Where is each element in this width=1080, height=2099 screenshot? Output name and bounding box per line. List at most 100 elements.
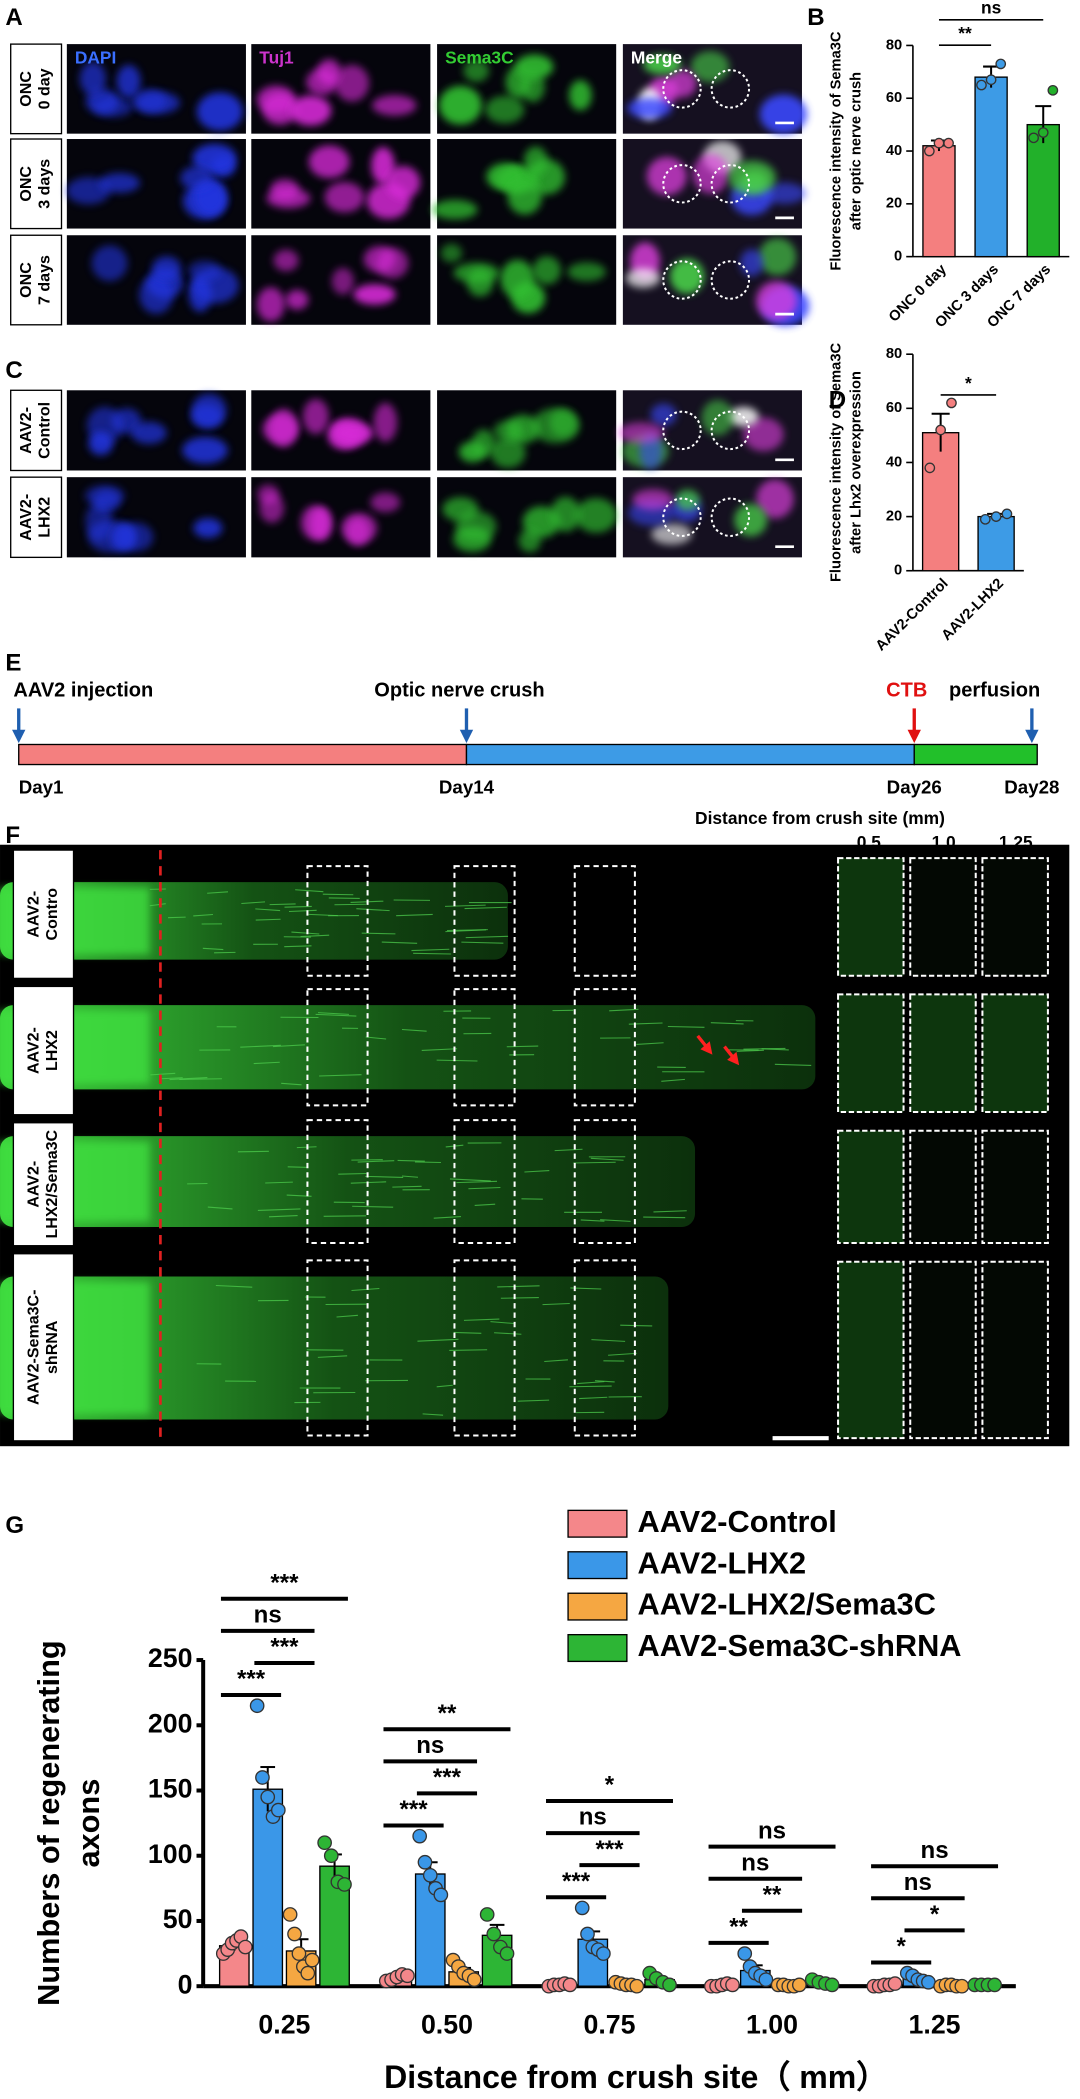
axon-fiber bbox=[554, 1148, 583, 1152]
cell bbox=[762, 182, 806, 204]
cell bbox=[256, 287, 285, 322]
axon-fiber bbox=[463, 1318, 500, 1321]
cell bbox=[385, 166, 421, 200]
roi-box bbox=[453, 1259, 516, 1437]
panel-label: F bbox=[5, 822, 20, 849]
cell bbox=[440, 243, 463, 263]
row-label-box bbox=[10, 476, 63, 559]
data-point bbox=[499, 1946, 515, 1961]
row-label: ONC bbox=[17, 262, 35, 298]
axon-fiber bbox=[336, 1314, 358, 1318]
cell-outline bbox=[710, 69, 751, 109]
axon-fiber bbox=[774, 1063, 812, 1066]
y-tick-label: 0 bbox=[178, 1969, 193, 1999]
data-point bbox=[304, 1952, 320, 1968]
row-label: LHX2 bbox=[43, 1030, 61, 1071]
cell bbox=[625, 268, 661, 288]
cell-outline bbox=[710, 260, 751, 300]
roi-box bbox=[573, 1119, 636, 1245]
row-label: AAV2- bbox=[17, 407, 35, 454]
row-label: LHX2 bbox=[36, 497, 54, 538]
y-tick-label: 80 bbox=[886, 37, 902, 53]
panel-label: B bbox=[807, 4, 824, 31]
axon-fiber bbox=[268, 1215, 298, 1218]
y-tick-label: 40 bbox=[886, 454, 902, 470]
significance-label: * bbox=[605, 1772, 615, 1799]
cell bbox=[549, 409, 577, 437]
cell bbox=[690, 51, 730, 83]
cell bbox=[262, 93, 298, 125]
data-point bbox=[758, 1972, 774, 1988]
axon-fiber bbox=[193, 913, 213, 917]
y-tick-label: 20 bbox=[886, 508, 902, 524]
axon-fiber bbox=[295, 889, 324, 893]
axon-fiber bbox=[241, 901, 266, 905]
axon-fiber bbox=[392, 1185, 422, 1188]
axon-fiber bbox=[240, 1044, 281, 1048]
timeline-event: perfusion bbox=[949, 679, 1040, 701]
data-point bbox=[737, 1946, 753, 1961]
cell bbox=[131, 421, 167, 445]
timeline-segment bbox=[18, 743, 468, 766]
row-label: AAV2- bbox=[24, 1027, 42, 1074]
axon-fiber bbox=[265, 1181, 293, 1184]
cell bbox=[532, 256, 562, 285]
data-point bbox=[282, 1907, 298, 1922]
cell-outline bbox=[662, 410, 702, 451]
data-point bbox=[400, 1968, 415, 1984]
row-label: Contro bbox=[43, 888, 61, 941]
data-point bbox=[921, 1974, 936, 1990]
y-tick-label: 60 bbox=[886, 90, 902, 106]
cell bbox=[191, 393, 227, 428]
data-point bbox=[486, 1926, 502, 1942]
axon-fiber bbox=[319, 1074, 362, 1077]
significance-label: * bbox=[930, 1901, 940, 1928]
axon-fiber bbox=[272, 1044, 305, 1048]
channel-label: Tuj1 bbox=[259, 47, 294, 67]
data-point bbox=[323, 1848, 339, 1864]
significance-label: *** bbox=[433, 1764, 462, 1791]
cell bbox=[334, 423, 374, 444]
cell-outline bbox=[710, 164, 751, 204]
cell bbox=[755, 281, 797, 321]
data-point bbox=[417, 1854, 433, 1870]
axon-fiber bbox=[396, 913, 433, 917]
data-point bbox=[976, 79, 987, 91]
cell bbox=[759, 94, 808, 134]
cell bbox=[650, 403, 677, 426]
axon-fiber bbox=[569, 1385, 612, 1388]
axon-fiber bbox=[401, 1028, 427, 1032]
data-point bbox=[412, 1828, 428, 1844]
inset bbox=[837, 857, 905, 977]
significance-label: *** bbox=[595, 1836, 624, 1863]
x-tick-label: 0.50 bbox=[421, 2009, 473, 2039]
axon-fiber bbox=[334, 903, 366, 906]
significance-label: *** bbox=[562, 1868, 591, 1895]
inset bbox=[837, 1129, 905, 1245]
axon-fiber bbox=[169, 1077, 208, 1081]
panel-label: A bbox=[5, 4, 22, 31]
significance-label: ns bbox=[741, 1849, 769, 1876]
significance-label: ** bbox=[958, 23, 972, 43]
axon-fiber bbox=[356, 908, 390, 912]
cell bbox=[289, 95, 332, 126]
row-label: Control bbox=[36, 402, 54, 459]
timeline-day: Day28 bbox=[1004, 777, 1059, 798]
axon-fiber bbox=[288, 909, 317, 913]
cell-outline bbox=[662, 69, 702, 109]
cell bbox=[618, 422, 665, 444]
axon-fiber bbox=[653, 1210, 687, 1213]
data-point bbox=[596, 1946, 611, 1961]
timeline-day: Day1 bbox=[19, 777, 64, 798]
cell bbox=[353, 284, 396, 305]
data-point bbox=[580, 1926, 595, 1942]
nerve bbox=[0, 1005, 816, 1090]
axon-fiber bbox=[414, 1161, 441, 1164]
axon-fiber bbox=[456, 1180, 498, 1184]
legend-swatch bbox=[567, 1633, 628, 1663]
y-axis-label: Numbers of regenerating bbox=[31, 1640, 66, 2005]
axon-fiber bbox=[318, 1012, 349, 1015]
channel-label: Sema3C bbox=[445, 47, 514, 67]
row-label-box bbox=[10, 234, 63, 326]
data-point bbox=[924, 462, 936, 474]
